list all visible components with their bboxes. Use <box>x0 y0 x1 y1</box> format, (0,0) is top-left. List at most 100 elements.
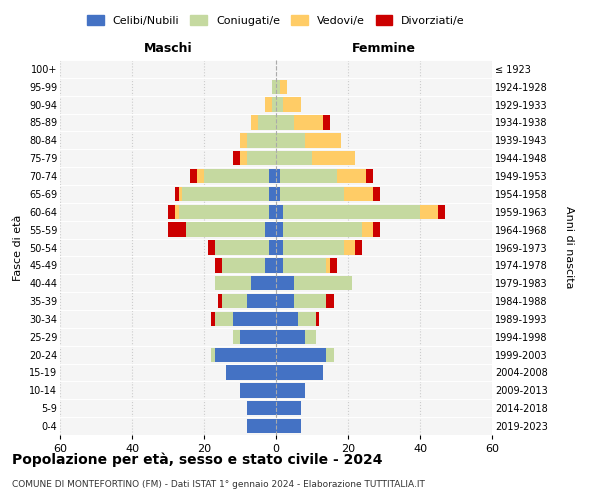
Bar <box>269 187 276 201</box>
Bar <box>247 401 276 415</box>
Bar <box>190 169 276 183</box>
Bar <box>276 116 330 130</box>
Bar <box>247 419 276 433</box>
Bar <box>276 169 366 183</box>
Bar <box>276 116 294 130</box>
Bar <box>265 98 276 112</box>
Bar <box>233 330 276 344</box>
Bar <box>211 312 276 326</box>
Bar <box>240 383 276 398</box>
Bar <box>276 98 301 112</box>
Bar <box>276 383 305 398</box>
Bar <box>276 169 337 183</box>
Bar <box>276 366 323 380</box>
Text: Popolazione per età, sesso e stato civile - 2024: Popolazione per età, sesso e stato civil… <box>12 452 383 467</box>
Bar <box>276 187 344 201</box>
Bar <box>276 294 334 308</box>
Bar <box>276 419 301 433</box>
Bar <box>276 276 294 290</box>
Bar <box>276 240 283 254</box>
Bar <box>276 151 355 166</box>
Bar <box>182 187 276 201</box>
Bar <box>186 222 276 237</box>
Bar <box>247 401 276 415</box>
Bar <box>276 222 362 237</box>
Bar <box>168 222 276 237</box>
Bar <box>276 222 283 237</box>
Bar <box>218 294 276 308</box>
Bar <box>276 187 280 201</box>
Bar <box>247 294 276 308</box>
Bar <box>265 258 276 272</box>
Bar <box>233 312 276 326</box>
Bar <box>276 204 420 219</box>
Bar <box>276 133 341 148</box>
Y-axis label: Anni di nascita: Anni di nascita <box>565 206 574 289</box>
Bar <box>276 401 301 415</box>
Bar <box>240 151 276 166</box>
Bar <box>215 348 276 362</box>
Bar <box>265 98 276 112</box>
Bar <box>211 348 276 362</box>
Bar <box>276 133 341 148</box>
Bar <box>251 116 276 130</box>
Bar <box>276 383 305 398</box>
Bar <box>276 258 330 272</box>
Bar <box>233 330 276 344</box>
Bar <box>179 187 276 201</box>
Bar <box>269 169 276 183</box>
Bar <box>276 294 326 308</box>
Bar <box>276 419 301 433</box>
Bar <box>276 294 326 308</box>
Bar <box>226 366 276 380</box>
Bar <box>276 312 319 326</box>
Bar <box>276 383 305 398</box>
Bar <box>168 204 276 219</box>
Y-axis label: Fasce di età: Fasce di età <box>13 214 23 280</box>
Bar <box>276 383 305 398</box>
Bar <box>276 169 280 183</box>
Bar <box>233 330 276 344</box>
Bar <box>276 348 334 362</box>
Bar <box>240 330 276 344</box>
Bar <box>276 276 352 290</box>
Bar <box>276 366 323 380</box>
Bar <box>240 133 276 148</box>
Bar <box>269 204 276 219</box>
Bar <box>276 330 316 344</box>
Bar <box>215 258 276 272</box>
Bar <box>276 187 373 201</box>
Bar <box>251 276 276 290</box>
Bar <box>276 151 312 166</box>
Bar <box>222 294 276 308</box>
Bar <box>276 401 301 415</box>
Bar <box>276 312 316 326</box>
Legend: Celibi/Nubili, Coniugati/e, Vedovi/e, Divorziati/e: Celibi/Nubili, Coniugati/e, Vedovi/e, Di… <box>83 10 469 30</box>
Bar <box>265 222 276 237</box>
Bar <box>276 330 305 344</box>
Bar <box>204 169 276 183</box>
Bar <box>276 258 326 272</box>
Bar <box>276 151 355 166</box>
Bar <box>240 133 276 148</box>
Bar <box>258 116 276 130</box>
Bar <box>247 419 276 433</box>
Text: Femmine: Femmine <box>352 42 416 54</box>
Bar <box>175 187 276 201</box>
Bar <box>215 312 276 326</box>
Bar <box>240 383 276 398</box>
Bar <box>251 116 276 130</box>
Bar <box>276 204 283 219</box>
Bar <box>233 151 276 166</box>
Bar <box>276 276 352 290</box>
Bar <box>215 276 276 290</box>
Bar <box>226 366 276 380</box>
Bar <box>276 169 373 183</box>
Bar <box>276 366 323 380</box>
Text: Maschi: Maschi <box>143 42 193 54</box>
Bar <box>215 240 276 254</box>
Bar <box>175 204 276 219</box>
Bar <box>276 330 316 344</box>
Bar <box>276 312 298 326</box>
Bar <box>215 240 276 254</box>
